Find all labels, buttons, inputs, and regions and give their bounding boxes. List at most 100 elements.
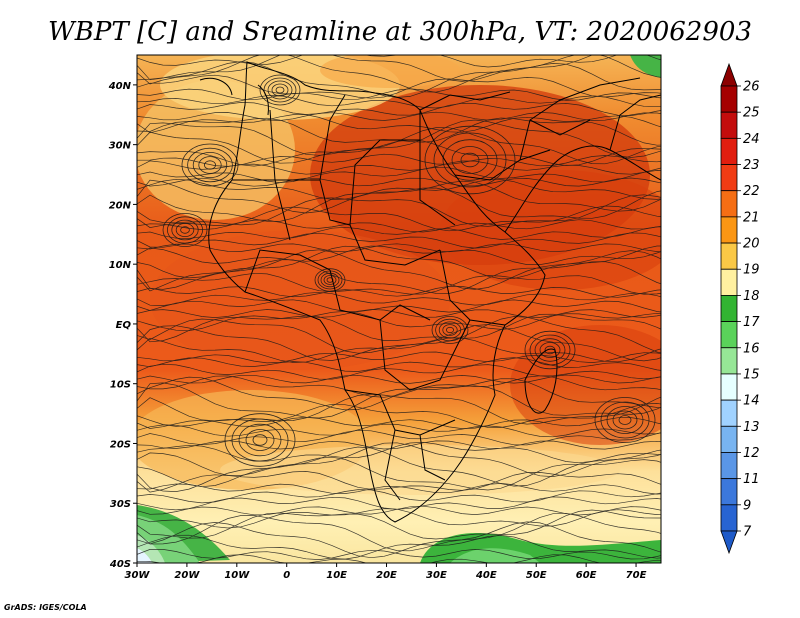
- colorbar-label: 26: [743, 80, 760, 95]
- vortex-ring: [198, 156, 222, 174]
- streamline: [137, 309, 661, 318]
- streamline: [137, 376, 661, 411]
- colorbar-label: 21: [743, 210, 760, 225]
- vortex-ring: [203, 160, 216, 170]
- lat-tick-label: 20N: [109, 200, 132, 211]
- vortex-ring: [534, 338, 566, 362]
- streamline: [137, 88, 661, 101]
- colorbar-swatch: [720, 242, 738, 270]
- streamline: [137, 456, 661, 492]
- streamline: [137, 291, 661, 306]
- colorbar-swatch: [720, 347, 738, 375]
- lat-tick-label: 10N: [109, 260, 132, 271]
- streamline: [137, 272, 661, 295]
- streamline: [137, 177, 661, 187]
- vortex-ring: [238, 423, 282, 457]
- streamline: [137, 521, 661, 559]
- colorbar-swatch: [720, 478, 738, 506]
- streamline: [137, 55, 618, 68]
- streamline: [137, 509, 661, 540]
- streamline: [137, 403, 661, 428]
- map-frame: [136, 54, 662, 564]
- lon-tick-label: 20E: [376, 570, 397, 581]
- streamline: [137, 446, 661, 488]
- lat-tick-label: 40N: [108, 81, 132, 92]
- vortex-ring: [187, 147, 233, 183]
- colorbar-swatch: [720, 295, 738, 322]
- vortex-ring: [539, 342, 561, 358]
- streamline: [137, 311, 661, 332]
- lon-tick-label: 0: [283, 570, 290, 581]
- colorbar-label: 25: [743, 106, 760, 121]
- colorbar-swatch: [720, 137, 738, 165]
- vortex-ring: [600, 401, 650, 439]
- streamline: [137, 471, 661, 493]
- streamline: [137, 375, 661, 398]
- streamline: [137, 226, 661, 240]
- colorbar-swatch: [720, 216, 738, 244]
- map-panel: 30W 20W 10W 0 10E 20E 30E 40E 50E 60E 70E 40N 30N 20…: [108, 54, 662, 581]
- streamline: [137, 423, 661, 438]
- streamline: [137, 153, 661, 167]
- colorbar-swatch: [720, 111, 738, 139]
- vortex-ring: [263, 77, 297, 103]
- streamline: [137, 554, 661, 563]
- vortex-ring: [606, 406, 644, 434]
- vortex-ring: [442, 139, 498, 181]
- colorbar-swatch: [720, 190, 738, 218]
- longitude-axis: 30W 20W 10W 0 10E 20E 30E 40E 50E 60E 70E: [125, 563, 647, 581]
- vortex-ring: [192, 151, 228, 178]
- country-borders: [199, 61, 661, 523]
- lon-tick-label: 30W: [125, 570, 151, 581]
- streamline: [137, 512, 661, 552]
- streamline: [137, 316, 661, 354]
- colorbar-label: 12: [743, 446, 760, 461]
- colorbar-swatch: [720, 268, 738, 296]
- vortex-ring: [275, 86, 285, 94]
- vortex-ring: [438, 321, 462, 339]
- vortex-ring: [424, 125, 516, 195]
- vortex-ring: [180, 226, 190, 234]
- streamline: [137, 483, 661, 495]
- streamline: [137, 114, 661, 134]
- vortex-ring: [594, 397, 656, 443]
- vortex-ring: [181, 143, 239, 187]
- vortex-ring: [460, 152, 480, 168]
- streamline: [137, 382, 661, 419]
- vortex-ring: [529, 334, 571, 366]
- lat-tick-label: 10S: [110, 380, 131, 391]
- vortex-ring: [166, 216, 203, 244]
- colorbar-label: 19: [743, 263, 760, 278]
- streamline: [137, 194, 661, 227]
- vortex-ring: [271, 83, 289, 97]
- streamline: [137, 205, 661, 232]
- colorbar-label: 22: [743, 184, 760, 199]
- lat-tick-label: EQ: [116, 320, 132, 331]
- credit-text: GrADS: IGES/COLA: [4, 603, 87, 612]
- streamline: [137, 179, 661, 214]
- streamline: [137, 259, 661, 294]
- lon-tick-label: 30E: [426, 570, 447, 581]
- streamline: [137, 111, 661, 121]
- colorbar-label: 7: [743, 525, 752, 540]
- streamline: [137, 102, 661, 116]
- vortex-ring: [323, 275, 337, 285]
- wbpt-field: [137, 55, 661, 563]
- lon-tick-label: 40E: [475, 570, 497, 581]
- streamline: [137, 357, 661, 372]
- colorbar-bottom-arrow: [720, 530, 738, 555]
- streamline: [137, 351, 661, 364]
- colorbar-label: 20: [743, 237, 760, 252]
- vortex-ring: [267, 80, 293, 100]
- colorbar-swatch: [720, 399, 738, 427]
- streamline: [137, 416, 661, 429]
- streamline: [137, 441, 661, 464]
- colorbar-swatch: [720, 164, 738, 192]
- streamline: [137, 61, 661, 98]
- streamline: [137, 219, 661, 233]
- lat-tick-label: 30N: [109, 141, 132, 152]
- colorbar-label: 11: [743, 472, 760, 487]
- chart-title: WBPT [C] and Sreamline at 300hPa, VT: 20…: [48, 17, 752, 47]
- colorbar: 26 25 24 23 22 21 20 19 18 17 16 15 14 13 12 11 9 7: [720, 62, 760, 555]
- streamline: [137, 549, 661, 560]
